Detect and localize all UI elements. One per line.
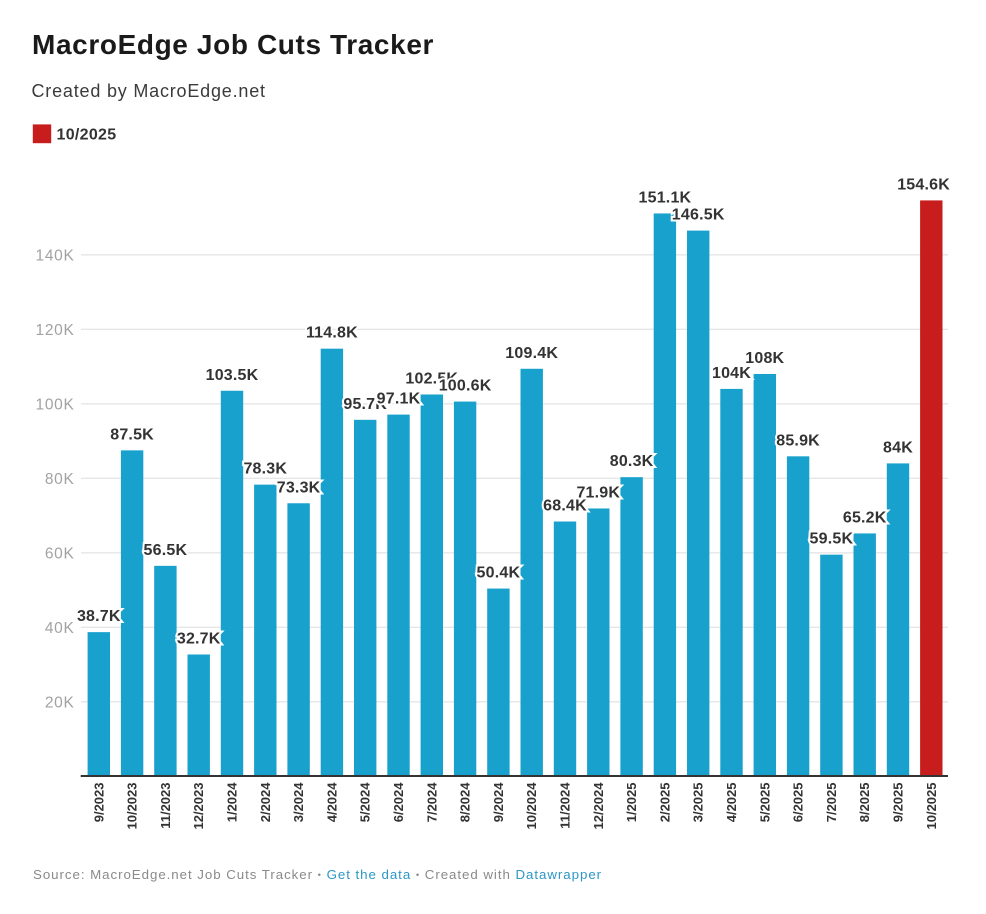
svg-text:95.7K: 95.7K [343, 396, 387, 413]
svg-text:120K: 120K [36, 322, 75, 339]
svg-text:5/2025: 5/2025 [757, 783, 772, 823]
svg-text:68.4K: 68.4K [543, 498, 587, 515]
svg-text:32.7K: 32.7K [177, 631, 221, 648]
svg-text:100K: 100K [36, 396, 75, 413]
svg-text:59.5K: 59.5K [810, 531, 854, 548]
svg-text:97.1K: 97.1K [377, 391, 421, 408]
svg-text:2/2024: 2/2024 [258, 782, 273, 823]
svg-text:20K: 20K [45, 694, 75, 711]
svg-text:4/2025: 4/2025 [724, 783, 739, 823]
svg-text:102.5K: 102.5K [405, 371, 458, 388]
svg-text:6/2025: 6/2025 [791, 783, 806, 823]
svg-text:Created by MacroEdge.net: Created by MacroEdge.net [32, 81, 266, 101]
svg-text:50.4K: 50.4K [477, 565, 521, 582]
svg-text:11/2024: 11/2024 [558, 782, 573, 829]
svg-text:4/2024: 4/2024 [324, 782, 339, 823]
svg-text:140K: 140K [36, 247, 75, 264]
svg-text:56.5K: 56.5K [144, 542, 188, 559]
svg-text:7/2024: 7/2024 [424, 782, 439, 823]
svg-text:3/2025: 3/2025 [691, 783, 706, 823]
svg-text:10/2025: 10/2025 [57, 127, 117, 144]
svg-text:8/2025: 8/2025 [857, 783, 872, 823]
svg-text:9/2025: 9/2025 [891, 783, 906, 823]
svg-text:1/2024: 1/2024 [225, 782, 240, 823]
svg-text:Source: MacroEdge.net Job Cuts: Source: MacroEdge.net Job Cuts Tracker •… [33, 867, 602, 882]
svg-text:12/2023: 12/2023 [191, 783, 206, 830]
svg-text:6/2024: 6/2024 [391, 782, 406, 823]
svg-text:10/2023: 10/2023 [125, 783, 140, 830]
svg-text:2/2025: 2/2025 [657, 783, 672, 823]
svg-text:73.3K: 73.3K [277, 479, 321, 496]
svg-text:114.8K: 114.8K [306, 325, 358, 342]
svg-text:60K: 60K [45, 545, 75, 562]
svg-text:103.5K: 103.5K [206, 367, 259, 384]
svg-text:84K: 84K [883, 439, 913, 456]
svg-text:154.6K: 154.6K [897, 176, 950, 193]
svg-text:12/2024: 12/2024 [591, 782, 606, 830]
svg-text:104K: 104K [712, 365, 751, 382]
svg-text:108K: 108K [745, 350, 784, 367]
svg-text:100.6K: 100.6K [439, 378, 492, 395]
svg-text:9/2023: 9/2023 [91, 783, 106, 823]
svg-text:38.7K: 38.7K [77, 608, 121, 625]
svg-text:8/2024: 8/2024 [458, 782, 473, 823]
svg-text:146.5K: 146.5K [672, 207, 725, 224]
svg-text:11/2023: 11/2023 [158, 783, 173, 829]
svg-text:10/2025: 10/2025 [924, 783, 939, 830]
svg-text:MacroEdge Job Cuts Tracker: MacroEdge Job Cuts Tracker [32, 29, 434, 60]
svg-text:10/2024: 10/2024 [524, 782, 539, 830]
svg-text:87.5K: 87.5K [110, 426, 154, 443]
svg-text:1/2025: 1/2025 [624, 783, 639, 823]
svg-text:9/2024: 9/2024 [491, 782, 506, 823]
svg-text:40K: 40K [45, 620, 75, 637]
svg-text:3/2024: 3/2024 [291, 782, 306, 823]
svg-text:80K: 80K [45, 471, 75, 488]
svg-text:7/2025: 7/2025 [824, 783, 839, 823]
svg-text:85.9K: 85.9K [776, 432, 820, 449]
svg-text:71.9K: 71.9K [576, 485, 620, 502]
svg-text:151.1K: 151.1K [639, 190, 692, 207]
svg-text:5/2024: 5/2024 [358, 782, 373, 823]
svg-text:80.3K: 80.3K [610, 453, 654, 470]
svg-text:65.2K: 65.2K [843, 509, 887, 526]
svg-text:78.3K: 78.3K [243, 461, 287, 478]
svg-text:109.4K: 109.4K [505, 345, 558, 362]
